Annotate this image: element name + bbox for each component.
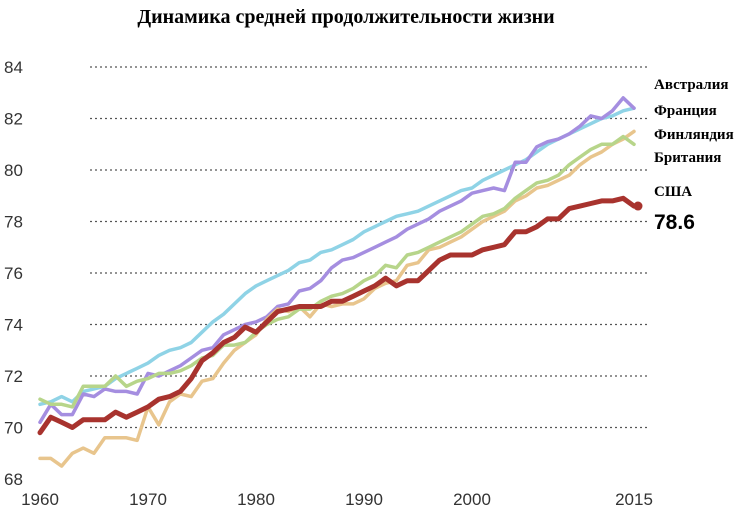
y-tick-label: 82 [4, 110, 23, 129]
grid [90, 66, 650, 429]
x-tick-label: 2000 [453, 490, 491, 509]
y-tick-label: 78 [4, 213, 23, 232]
x-tick-label: 1980 [237, 490, 275, 509]
series-line-2 [38, 96, 636, 425]
usa-end-value-label: 78.6 [654, 211, 695, 234]
series-line-4 [38, 134, 636, 409]
legend-label: Австралия [654, 77, 728, 93]
y-tick-label: 74 [4, 316, 23, 335]
chart-title: Динамика средней продолжительности жизни [137, 6, 554, 28]
series-line-5 [37, 195, 637, 436]
y-tick-label: 68 [4, 470, 23, 489]
x-axis-ticks: 1960 1970 1980 1990 2000 2015 [21, 490, 653, 509]
y-tick-label: 84 [4, 58, 23, 77]
y-axis-ticks: 68 70 72 74 76 78 80 82 84 [4, 58, 23, 489]
y-tick-label: 80 [4, 161, 23, 180]
x-tick-label: 1970 [129, 490, 167, 509]
x-tick-label: 1960 [21, 490, 59, 509]
x-tick-label: 1990 [345, 490, 383, 509]
y-tick-label: 76 [4, 264, 23, 283]
legend: Австралия Франция Финляндия Британия США 78.6 [654, 77, 734, 234]
legend-label: Франция [654, 103, 717, 119]
legend-label: Финляндия [654, 127, 734, 143]
series-line-3 [38, 129, 636, 468]
x-tick-label: 2015 [615, 490, 653, 509]
legend-label: США [654, 184, 692, 200]
y-tick-label: 70 [4, 419, 23, 438]
series-line-1 [38, 106, 636, 407]
legend-label: Британия [654, 150, 721, 166]
series-lines [37, 96, 643, 468]
y-tick-label: 72 [4, 367, 23, 386]
usa-end-marker [633, 201, 643, 211]
